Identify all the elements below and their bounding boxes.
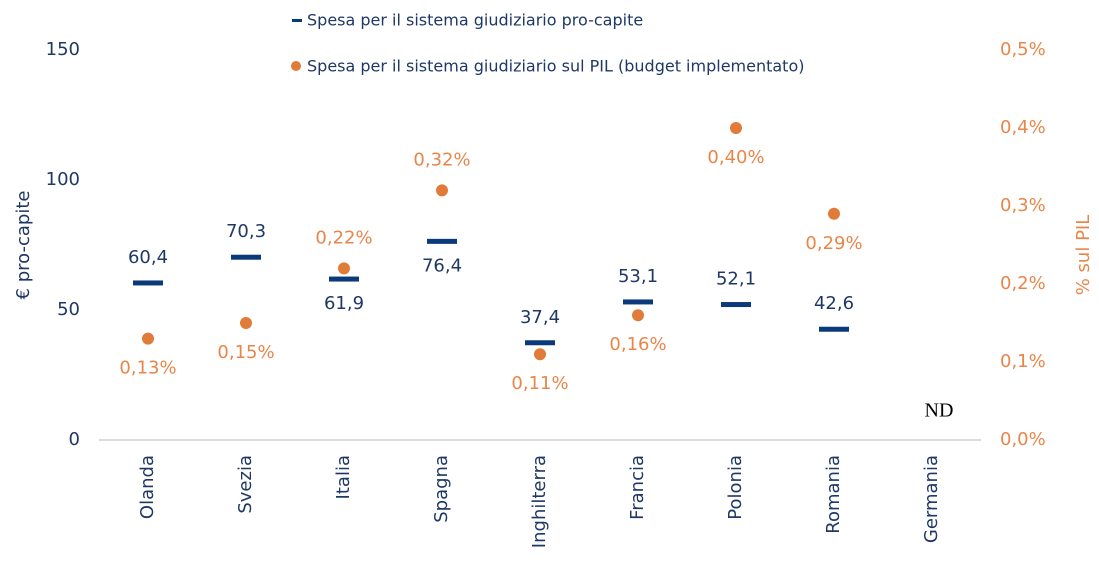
dash-marker bbox=[329, 276, 359, 282]
dash-marker bbox=[721, 302, 751, 308]
value-label: 0,22% bbox=[315, 227, 372, 248]
value-label: 0,40% bbox=[707, 147, 764, 168]
y2-tick-label: 0,0% bbox=[1000, 429, 1046, 450]
value-label: 61,9 bbox=[324, 293, 364, 314]
x-tick-label: Inghilterra bbox=[529, 455, 550, 548]
y2-tick-label: 0,4% bbox=[1000, 117, 1046, 138]
value-label: 0,15% bbox=[217, 342, 274, 363]
legend-entry: Spesa per il sistema giudiziario sul PIL… bbox=[307, 57, 804, 76]
legend-entry: Spesa per il sistema giudiziario pro-cap… bbox=[307, 11, 643, 30]
value-label: 52,1 bbox=[716, 269, 756, 290]
x-tick-label: Spagna bbox=[431, 455, 452, 523]
dash-marker bbox=[231, 254, 261, 260]
dash-marker bbox=[819, 326, 849, 332]
value-label: 53,1 bbox=[618, 266, 658, 287]
value-label: 0,11% bbox=[511, 373, 568, 394]
y2-tick-label: 0,3% bbox=[1000, 195, 1046, 216]
value-label: 0,16% bbox=[609, 334, 666, 355]
x-tick-label: Olanda bbox=[137, 455, 158, 519]
dash-marker bbox=[623, 299, 653, 305]
dot-marker bbox=[436, 184, 448, 197]
value-label: 60,4 bbox=[128, 247, 168, 268]
y2-tick-label: 0,2% bbox=[1000, 273, 1046, 294]
dot-marker bbox=[142, 332, 154, 345]
dot-marker bbox=[240, 317, 252, 329]
dash-marker bbox=[525, 340, 555, 346]
value-label: 37,4 bbox=[520, 307, 560, 328]
value-label: 76,4 bbox=[422, 255, 462, 276]
value-label: 0,32% bbox=[413, 149, 470, 170]
y-tick-label: 50 bbox=[57, 299, 80, 320]
legend-swatch bbox=[292, 19, 302, 22]
dash-marker bbox=[427, 238, 457, 244]
value-label: 0,13% bbox=[119, 358, 176, 379]
y2-tick-label: 0,1% bbox=[1000, 351, 1046, 372]
value-label: 0,29% bbox=[805, 233, 862, 254]
x-tick-label: Romania bbox=[823, 455, 844, 534]
x-tick-label: Germania bbox=[921, 455, 942, 543]
dot-marker bbox=[534, 348, 546, 361]
y2-axis-title: % sul PIL bbox=[1073, 215, 1094, 296]
y-tick-label: 150 bbox=[46, 39, 80, 60]
dash-marker bbox=[133, 280, 163, 286]
value-label: 70,3 bbox=[226, 221, 266, 242]
dot-marker bbox=[730, 122, 742, 134]
legend-swatch bbox=[291, 61, 301, 71]
value-label: 42,6 bbox=[814, 293, 854, 314]
x-tick-label: Francia bbox=[627, 455, 648, 520]
dot-marker bbox=[828, 207, 840, 220]
x-tick-label: Svezia bbox=[235, 455, 256, 514]
y2-tick-label: 0,5% bbox=[1000, 39, 1046, 60]
dot-marker bbox=[632, 309, 644, 322]
x-tick-label: Polonia bbox=[725, 455, 746, 520]
y-tick-label: 0 bbox=[69, 429, 80, 450]
x-tick-label: Italia bbox=[333, 455, 354, 499]
y-tick-label: 100 bbox=[46, 169, 80, 190]
annotation: ND bbox=[925, 400, 954, 422]
dot-marker bbox=[338, 262, 350, 275]
y-axis-title: € pro-capite bbox=[13, 191, 34, 300]
